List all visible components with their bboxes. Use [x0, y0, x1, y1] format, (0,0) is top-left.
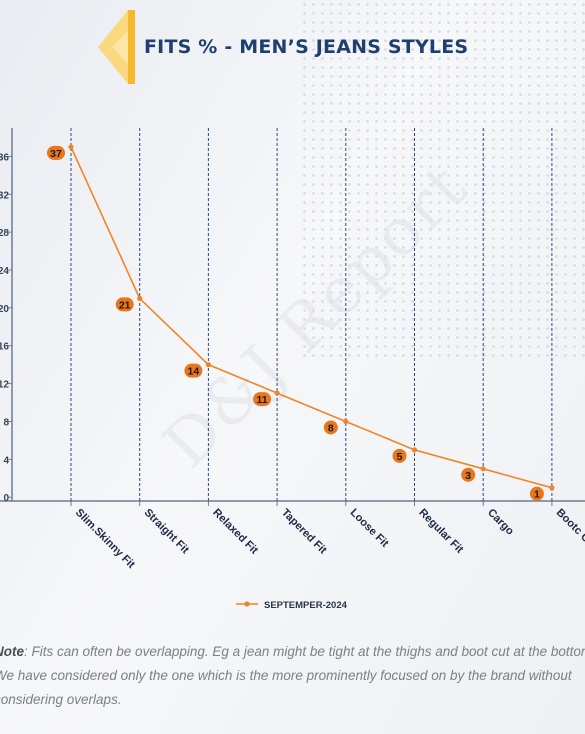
legend-label: SEPTEMPER-2024: [264, 600, 348, 611]
data-label-badge: [529, 486, 544, 501]
data-point: [411, 447, 418, 453]
data-label-badge: [115, 297, 134, 312]
x-tick-label: Relaxed Fit: [210, 507, 260, 557]
x-tick-label: Cargo: [485, 507, 516, 538]
data-label-badge: [47, 145, 65, 160]
data-label: 21: [119, 299, 131, 311]
data-point: [68, 144, 74, 150]
x-tick-label: Loose Fit: [348, 507, 391, 550]
data-point: [480, 466, 486, 472]
footnote: Note: Fits can often be overlapping. Eg …: [0, 640, 585, 712]
data-label-badge: [253, 392, 272, 407]
data-point: [274, 390, 280, 396]
line-chart: 0 4 8 12 16 20 24 28 32 36 Slim.Skinny Fit Straight…: [0, 128, 585, 611]
data-label-badge: [184, 363, 203, 378]
data-label-badge: [323, 420, 338, 435]
x-tick-label: Tapered Fit: [279, 507, 329, 557]
y-tick-label: 36: [0, 152, 9, 163]
data-label-badge: [392, 448, 407, 463]
note-line-2: We have considered only the one which is…: [0, 668, 572, 683]
note-label: Note: [0, 644, 24, 659]
data-label: 14: [188, 366, 200, 378]
y-tick-label: 32: [0, 190, 9, 201]
page-title: FITS % - MEN’S JEANS STYLES: [144, 36, 469, 58]
title-accent-icon: [98, 10, 135, 84]
data-label: 5: [397, 451, 403, 463]
x-tick-label: Straight Fit: [142, 507, 192, 557]
data-label: 1: [534, 489, 540, 501]
y-tick-label: 24: [0, 266, 9, 277]
data-label: 37: [50, 148, 62, 160]
data-point: [205, 362, 211, 368]
x-tick-label: Regular Fit: [416, 507, 465, 556]
data-point: [137, 295, 143, 302]
data-label: 3: [465, 470, 471, 482]
data-label: 8: [328, 422, 334, 434]
legend-marker: [244, 601, 250, 607]
note-line-3: considering overlaps.: [0, 692, 122, 707]
y-tick-label: 0: [3, 493, 9, 504]
series-line: [70, 146, 553, 489]
x-tick-label: Bootc Cut: [554, 507, 585, 553]
y-tick-label: 20: [0, 304, 9, 315]
note-line-1: : Fits can often be overlapping. Eg a je…: [24, 644, 585, 659]
y-tick-label: 28: [0, 228, 9, 239]
dot-pattern-decoration: [300, 0, 585, 360]
y-tick-label: 4: [3, 455, 9, 466]
data-point: [549, 485, 555, 491]
y-tick-label: 16: [0, 342, 9, 353]
data-label-badge: [461, 467, 476, 482]
y-tick-label: 8: [3, 417, 9, 428]
y-tick-label: 12: [0, 380, 9, 391]
x-tick-label: Slim.Skinny Fit: [73, 507, 137, 571]
data-label: 11: [257, 394, 268, 406]
data-point: [343, 418, 349, 425]
